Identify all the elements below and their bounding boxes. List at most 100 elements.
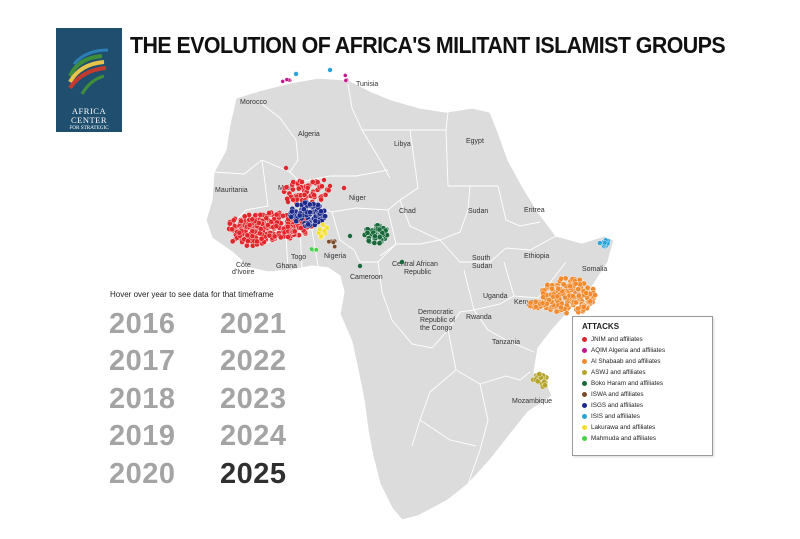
- svg-text:the Congo: the Congo: [420, 325, 452, 332]
- legend-item-aqim: AQIM Algeria and affiliates: [582, 345, 665, 355]
- attack-dot: [273, 211, 280, 218]
- attack-dot: [318, 196, 324, 203]
- attack-dot: [280, 213, 286, 219]
- attack-dot: [592, 292, 598, 298]
- svg-text:Republic: Republic: [404, 269, 432, 276]
- svg-text:Niger: Niger: [349, 195, 366, 202]
- svg-text:Uganda: Uganda: [483, 293, 508, 300]
- attack-dot: [539, 300, 546, 307]
- attack-dot: [238, 218, 244, 224]
- year-2021-button[interactable]: 2021: [220, 308, 287, 340]
- page-title: THE EVOLUTION OF AFRICA'S MILITANT ISLAM…: [130, 32, 726, 58]
- svg-text:Sudan: Sudan: [468, 208, 488, 215]
- attack-dot: [317, 226, 323, 233]
- attack-dot: [555, 286, 562, 292]
- year-2019-button[interactable]: 2019: [109, 420, 176, 452]
- hover-instruction: Hover over year to see data for that tim…: [110, 290, 274, 299]
- attack-dot: [291, 228, 298, 235]
- attack-dot: [244, 242, 250, 249]
- attack-dot: [301, 206, 307, 212]
- svg-text:Tunisia: Tunisia: [356, 81, 378, 88]
- attack-dot: [330, 239, 336, 245]
- legend-item-jnim: JNIM and affiliates: [582, 334, 643, 344]
- attack-dot: [294, 202, 301, 208]
- attack-dot: [230, 217, 237, 224]
- attack-dot: [285, 234, 291, 240]
- attack-dot: [365, 237, 372, 244]
- attack-dot: [266, 232, 273, 239]
- attack-dot: [575, 286, 581, 293]
- svg-text:Rwanda: Rwanda: [466, 314, 492, 321]
- attack-dot: [322, 213, 328, 219]
- attack-dot: [288, 214, 295, 220]
- logo-text-line3: FOR STRATEGIC: [69, 125, 109, 131]
- year-2023-button[interactable]: 2023: [220, 383, 287, 415]
- legend-label: JNIM and affiliates: [591, 335, 643, 343]
- legend-item-aswj: ASWJ and affiliates: [582, 367, 645, 377]
- attack-dot: [312, 218, 319, 224]
- attack-dot: [532, 298, 539, 305]
- attack-dot: [265, 222, 271, 228]
- legend-dot: [582, 369, 587, 375]
- svg-text:Mozambique: Mozambique: [512, 398, 552, 405]
- svg-text:Tanzania: Tanzania: [492, 339, 520, 346]
- attack-dot: [226, 220, 233, 227]
- attack-dot: [347, 233, 353, 239]
- legend-label: ASWJ and affiliates: [591, 368, 646, 376]
- legend-title: ATTACKS: [582, 322, 620, 331]
- africa-center-logo[interactable]: AFRICA CENTER FOR STRATEGIC: [56, 28, 122, 132]
- attack-dot: [575, 305, 581, 312]
- attack-dot: [307, 209, 313, 216]
- legend-dot: [582, 358, 587, 364]
- attack-dot: [562, 294, 568, 301]
- year-2020-button[interactable]: 2020: [109, 458, 176, 490]
- legend-dot: [582, 336, 587, 342]
- attack-dot: [332, 244, 338, 250]
- legend-dot: [582, 413, 587, 419]
- year-2018-button[interactable]: 2018: [109, 383, 176, 415]
- attack-dot: [602, 240, 608, 246]
- attack-dot: [283, 165, 289, 171]
- attack-dot: [534, 378, 541, 385]
- svg-text:Eritrea: Eritrea: [524, 207, 545, 214]
- attack-dot: [245, 238, 251, 244]
- attack-dot: [318, 233, 324, 240]
- legend-label: Al Shabaab and affiliates: [591, 357, 661, 365]
- attack-dot: [553, 308, 560, 315]
- attack-dot: [554, 293, 561, 300]
- attack-dot: [357, 263, 363, 269]
- attack-dot: [343, 78, 348, 83]
- attack-dot: [309, 179, 316, 185]
- attack-dot: [570, 293, 576, 299]
- attack-dot: [581, 304, 587, 310]
- attack-dot: [257, 211, 264, 218]
- attack-dot: [277, 234, 284, 241]
- attack-dot: [229, 226, 235, 232]
- year-2022-button[interactable]: 2022: [220, 345, 287, 377]
- year-2024-button[interactable]: 2024: [220, 420, 287, 452]
- attack-dot: [305, 221, 312, 228]
- legend-dot: [582, 347, 587, 353]
- year-2025-button[interactable]: 2025: [220, 458, 287, 490]
- attack-dot: [343, 73, 348, 78]
- attack-dot: [587, 298, 594, 305]
- attack-dot: [302, 199, 308, 206]
- svg-text:Libya: Libya: [394, 141, 411, 148]
- year-2016-button[interactable]: 2016: [109, 308, 176, 340]
- attack-dot: [320, 222, 326, 228]
- svg-text:Ghana: Ghana: [276, 263, 297, 270]
- svg-text:Somalia: Somalia: [582, 266, 607, 273]
- svg-text:Ethiopia: Ethiopia: [524, 253, 549, 260]
- attack-dot: [236, 229, 243, 236]
- year-2017-button[interactable]: 2017: [109, 345, 176, 377]
- attack-dot: [542, 382, 548, 389]
- attack-dot: [289, 208, 295, 215]
- attack-dot: [229, 238, 236, 245]
- legend-label: Mahmuda and affiliates: [591, 434, 656, 442]
- svg-text:d'Ivoire: d'Ivoire: [232, 269, 254, 276]
- svg-text:Togo: Togo: [291, 254, 306, 261]
- legend-label: ISWA and affiliates: [591, 390, 644, 398]
- attack-dot: [254, 238, 260, 245]
- svg-text:Kenya: Kenya: [514, 299, 534, 306]
- attack-dot: [258, 235, 265, 242]
